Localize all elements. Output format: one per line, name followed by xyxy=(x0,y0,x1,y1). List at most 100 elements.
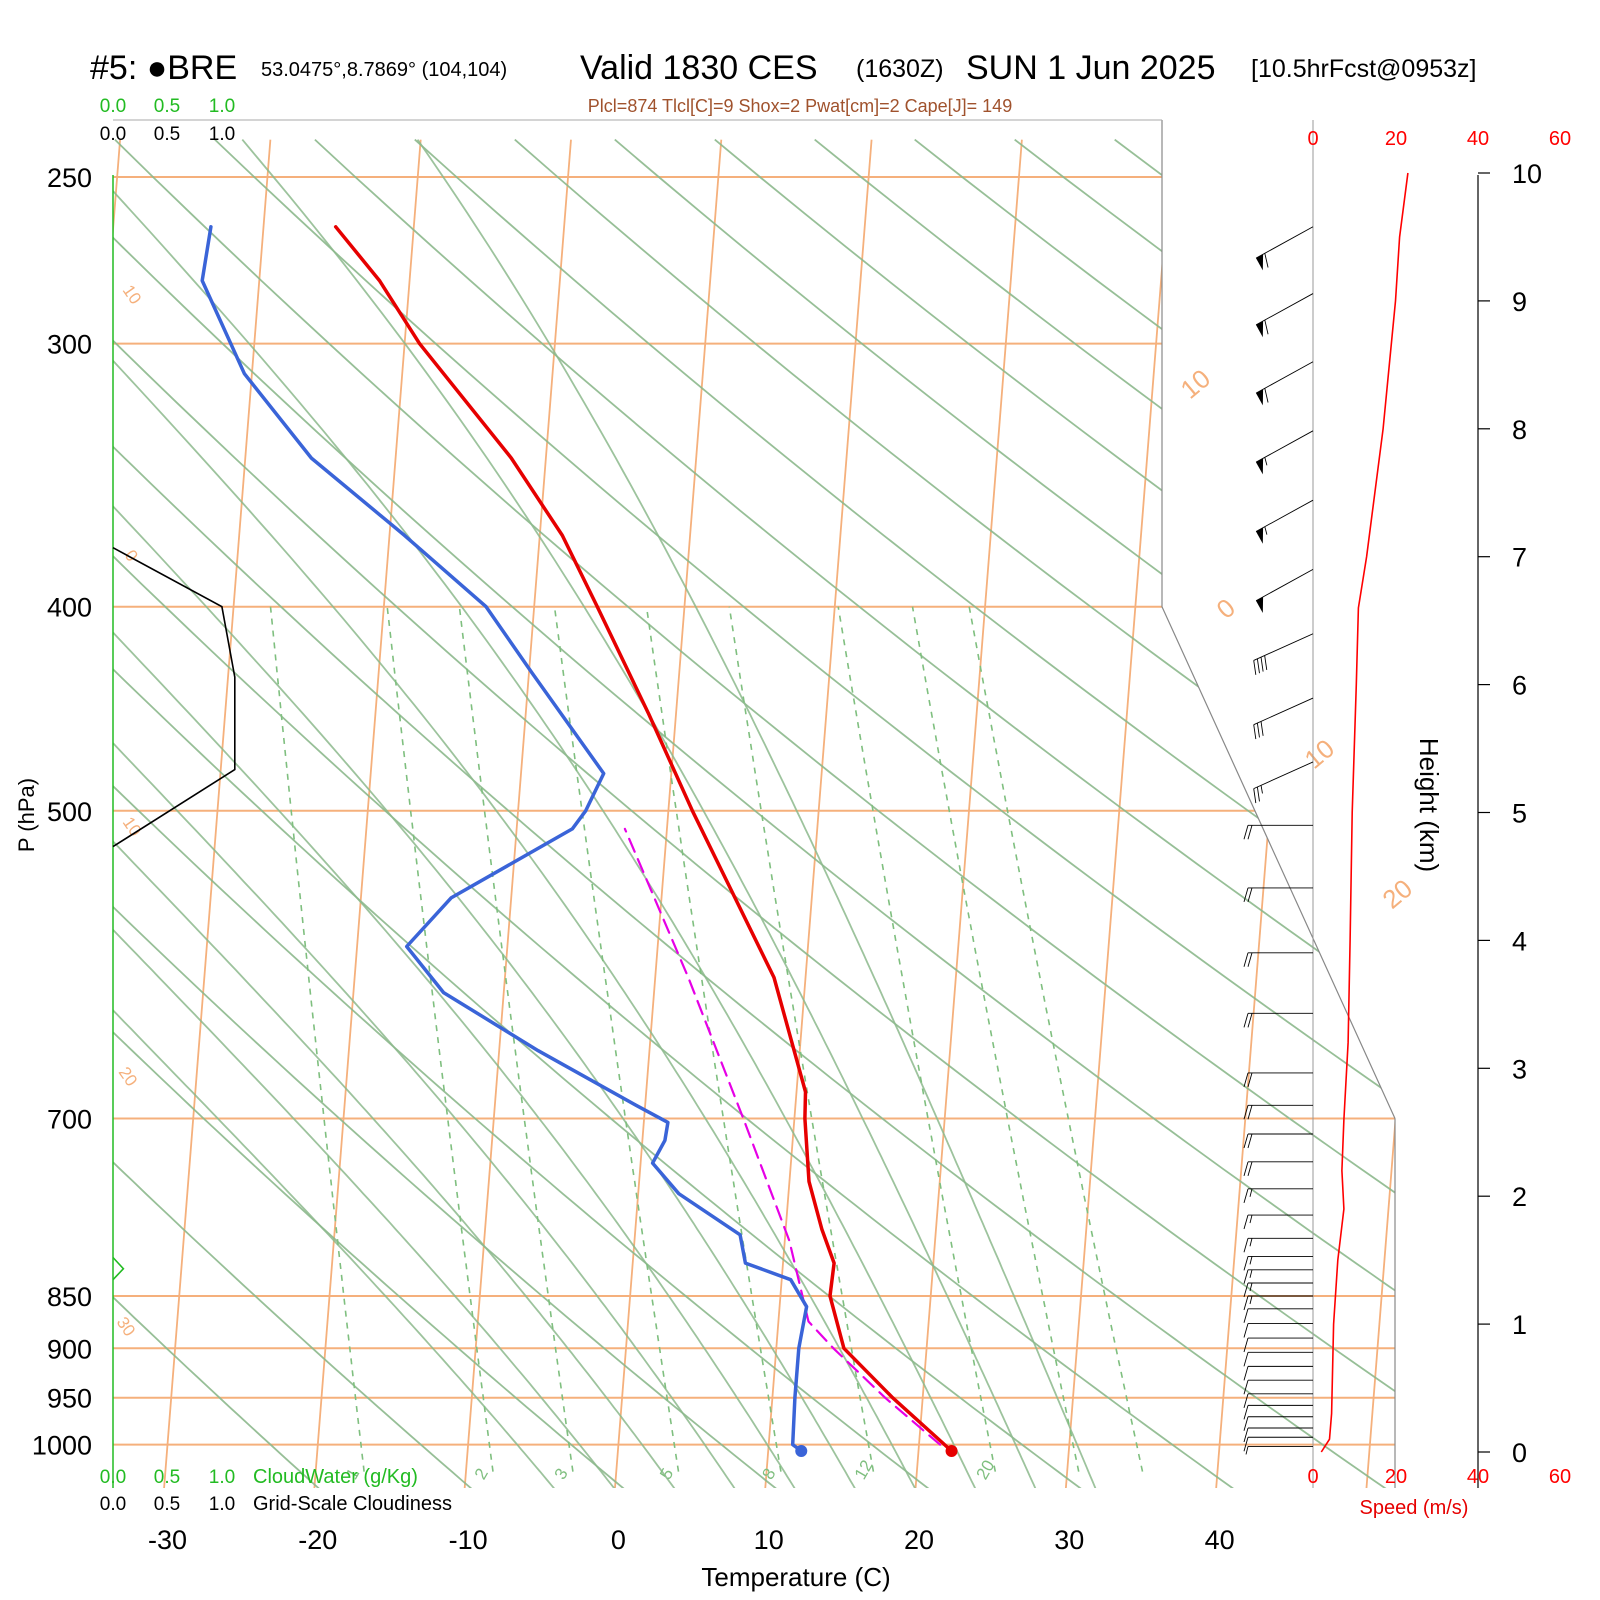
temperature-line xyxy=(333,225,954,1453)
dry-adiabat-line xyxy=(714,138,1395,1488)
wind-barb-feather xyxy=(1264,388,1269,403)
pressure-tick-label: 700 xyxy=(47,1104,92,1134)
temperature-tick-label: 10 xyxy=(754,1525,784,1555)
height-tick-label: 5 xyxy=(1512,799,1527,829)
wind-barb-staff xyxy=(1255,226,1314,259)
cloudwater-tick-bottom: 0.5 xyxy=(154,1467,180,1488)
isotherm-label: 20 xyxy=(1377,873,1418,915)
wind-barb xyxy=(1255,226,1314,271)
cloudiness-tick-top: 0.0 xyxy=(100,124,126,145)
height-tick-label: 8 xyxy=(1512,415,1527,445)
temperature-tick-label: 30 xyxy=(1054,1525,1084,1555)
surface-dewpoint-dot xyxy=(795,1444,808,1457)
wind-barb xyxy=(1243,1365,1313,1381)
wind-barb-feather xyxy=(1243,825,1249,840)
wind-barb xyxy=(1253,761,1314,804)
wind-barb xyxy=(1243,1337,1313,1353)
wind-barb-feather xyxy=(1243,1238,1249,1253)
temperature-tick-label: 0 xyxy=(611,1525,626,1555)
moist-adiabat-line xyxy=(113,139,556,1488)
temperature-tick-label: -20 xyxy=(298,1525,337,1555)
wind-barb-feather xyxy=(1243,887,1249,903)
moist-adiabat-line xyxy=(416,139,1097,1488)
dry-adiabat-line xyxy=(113,139,626,1488)
wind-barb xyxy=(1243,887,1313,903)
wind-barb xyxy=(1243,1072,1313,1088)
wind-barb-feather xyxy=(1243,1416,1249,1431)
wind-barb xyxy=(1255,361,1314,406)
cloudiness-tick-bottom: 0.0 xyxy=(100,1494,126,1515)
wind-barb-feather xyxy=(1260,721,1264,736)
cloudwater-tick-top: 0.0 xyxy=(100,96,126,117)
indices-label: Plcl=874 Tlcl[C]=9 Shox=2 Pwat[cm]=2 Cap… xyxy=(588,96,1012,116)
temperature-tick-label: -30 xyxy=(148,1525,187,1555)
mixing-ratio-line xyxy=(269,606,365,1472)
wind-barb-feather xyxy=(1243,1256,1249,1271)
wind-barb-half-feather xyxy=(1249,1282,1253,1292)
wind-barb-feather xyxy=(1243,1337,1249,1353)
wind-barb-feather xyxy=(1247,1161,1253,1176)
p-axis-label: P (hPa) xyxy=(14,778,39,852)
isotherm-line xyxy=(163,139,272,1488)
mixing-ratio-label: 8 xyxy=(758,1465,779,1483)
isotherm-label: 10 xyxy=(119,281,145,307)
wind-barb xyxy=(1255,499,1314,544)
wind-barb xyxy=(1243,1308,1313,1323)
wind-barb-feather xyxy=(1243,1013,1249,1028)
isotherm-line xyxy=(1517,140,1600,1490)
wind-barb xyxy=(1255,293,1314,338)
dry-adiabat-line xyxy=(914,138,1395,1488)
isotherm-label: 10 xyxy=(119,813,145,839)
wind-barb xyxy=(1243,1269,1313,1284)
speed-tick-bottom: 40 xyxy=(1467,1466,1489,1488)
wind-barb-feather xyxy=(1243,952,1249,967)
station-label: #5: ●BRE xyxy=(90,49,237,87)
moist-adiabat-line xyxy=(113,138,977,1488)
wind-barb-feather xyxy=(1243,1269,1249,1284)
wind-barb-feather xyxy=(1264,253,1269,268)
isotherm-label: 10 xyxy=(1299,733,1340,775)
speed-tick-top: 0 xyxy=(1307,128,1318,150)
dry-adiabat-line xyxy=(814,138,1395,1488)
wind-barb xyxy=(1243,1133,1313,1149)
wind-barb-feather xyxy=(1243,1366,1249,1381)
wind-barb-feather xyxy=(1247,1105,1253,1120)
wind-barb-feather xyxy=(1243,1380,1249,1395)
height-tick-label: 6 xyxy=(1512,671,1527,701)
wind-barb-staff xyxy=(1253,697,1314,726)
dry-adiabat-line xyxy=(1114,138,1395,1488)
wind-barb xyxy=(1255,569,1314,613)
wind-barb-feather xyxy=(1243,1308,1249,1323)
cloudwater-line xyxy=(112,1256,125,1281)
plot-border-right xyxy=(1161,120,1396,1119)
temperature-tick-label: 40 xyxy=(1205,1525,1235,1555)
wind-barb-feather xyxy=(1264,655,1268,670)
temperature-tick-label: 20 xyxy=(904,1525,934,1555)
dewpoint-line xyxy=(200,225,809,1453)
speed-tick-bottom: 60 xyxy=(1549,1466,1571,1488)
wind-barb-flag xyxy=(1256,596,1264,613)
temperature-axis: -30 -20 -10 0 10 20 30 40 xyxy=(148,1525,1235,1555)
wind-barb-flag xyxy=(1256,321,1264,338)
isotherm-label: 0 xyxy=(1211,592,1241,624)
wind-barb-half-feather xyxy=(1264,457,1268,466)
wind-barb xyxy=(1243,824,1313,840)
height-tick-label: 7 xyxy=(1512,543,1527,573)
wind-barb xyxy=(1243,1161,1313,1176)
zulu-time: (1630Z) xyxy=(856,55,944,83)
wind-barb-feather xyxy=(1243,1105,1249,1120)
dry-adiabat-line xyxy=(113,138,1388,1488)
wind-barb xyxy=(1253,633,1314,675)
wind-barb-staff xyxy=(1255,293,1314,326)
moist-adiabat-line xyxy=(113,139,796,1488)
speed-tick-bottom: 20 xyxy=(1385,1466,1407,1488)
wind-barb-staff xyxy=(1255,569,1314,602)
wind-barb-staff xyxy=(1253,761,1314,790)
wind-barb-half-feather xyxy=(1249,1256,1253,1265)
wind-barb xyxy=(1243,1427,1313,1443)
surface-temperature-dot xyxy=(945,1444,958,1457)
wind-panel: 0 1 2 3 4 5 6 7 8 9 10 0 0 20 20 40 40 60 60 xyxy=(1243,120,1571,1488)
dry-adiabat-line xyxy=(1515,140,1600,1490)
wind-barb-feather xyxy=(1243,1295,1249,1311)
wind-barb-feather xyxy=(1253,660,1257,675)
